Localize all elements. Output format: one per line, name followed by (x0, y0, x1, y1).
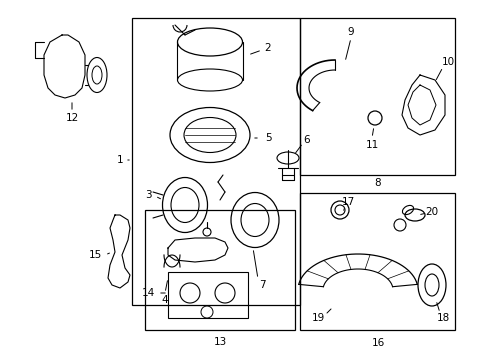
Text: 9: 9 (347, 27, 354, 37)
Bar (168, 272, 247, 318)
Text: 6: 6 (303, 135, 310, 145)
Bar (145, 210, 294, 330)
Text: 15: 15 (88, 250, 102, 260)
Text: 3: 3 (144, 190, 151, 200)
Text: 1: 1 (117, 155, 123, 165)
Text: 18: 18 (435, 313, 448, 323)
Text: 12: 12 (65, 113, 79, 123)
Bar (132, 18, 299, 305)
Bar (299, 193, 454, 330)
Text: 7: 7 (258, 280, 265, 290)
Text: 13: 13 (213, 337, 226, 347)
Text: 10: 10 (441, 57, 454, 67)
Text: 11: 11 (365, 140, 378, 150)
Text: 2: 2 (264, 43, 271, 53)
Text: 20: 20 (425, 207, 438, 217)
Text: 14: 14 (141, 288, 154, 298)
Text: 16: 16 (370, 338, 384, 348)
Text: 5: 5 (264, 133, 271, 143)
Text: 17: 17 (341, 197, 354, 207)
Bar (299, 18, 454, 175)
Text: 19: 19 (311, 313, 324, 323)
Text: 8: 8 (374, 178, 381, 188)
Text: 4: 4 (162, 295, 168, 305)
